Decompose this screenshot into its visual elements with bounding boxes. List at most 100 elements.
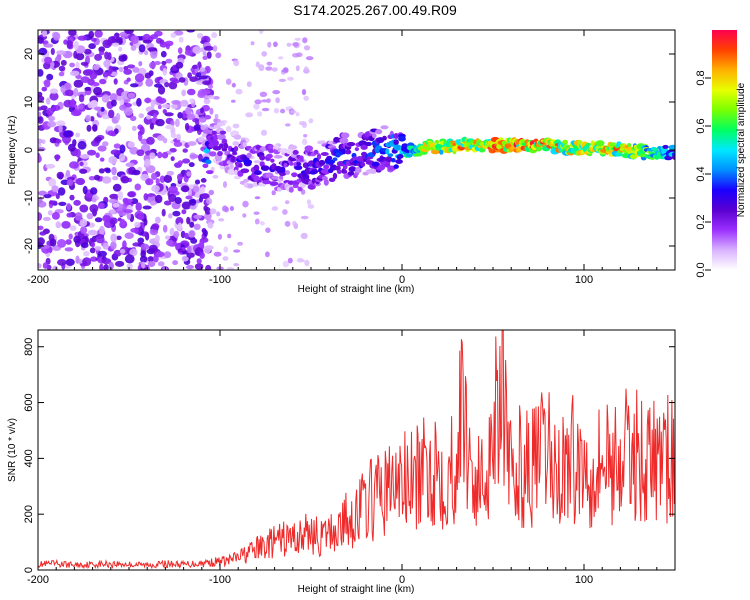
heatmap-ridge-cell [335,165,341,171]
heatmap-cell [42,216,51,222]
heatmap-cell [67,143,76,152]
heatmap-cell [94,217,103,223]
heatmap-ridge-cell [343,169,348,174]
heatmap-ridge-cell [242,141,247,148]
heatmap-cell [168,193,177,203]
heatmap-cell [151,172,158,180]
heatmap-cell [134,73,145,83]
heatmap-cell [199,240,205,249]
heatmap-cell [289,110,297,114]
heatmap-cell [65,258,75,266]
heatmap-cell [75,177,86,186]
heatmap-cell [149,152,156,160]
heatmap-cell [278,78,287,82]
heatmap-cell [139,126,145,135]
heatmap-cell [57,239,67,248]
heatmap-cell [194,179,201,185]
heatmap-cell [261,51,268,57]
snr-ytick-label: 600 [23,393,35,411]
heatmap-cell [203,45,214,51]
heatmap-cell [132,66,140,73]
heatmap-ridge-cell [283,163,288,168]
heatmap-cell [94,53,103,61]
colorbar-tick-label: 0.8 [695,70,707,85]
heatmap-ridge-cell [288,186,294,193]
heatmap-cell [66,179,74,187]
heatmap-cell [162,109,167,114]
heatmap-cell [147,256,154,263]
heatmap-cell [55,139,62,144]
heatmap-ridge-cell [259,155,266,161]
heatmap-cell [200,178,207,183]
heatmap-cell [82,257,92,266]
heatmap-cell [118,55,127,62]
heatmap-cell [38,263,42,269]
heatmap-cell [273,108,279,114]
heatmap-cell [166,239,174,246]
heatmap-ridge-cell [204,147,210,154]
heatmap-cell [97,250,107,257]
heatmap-cell [282,260,289,268]
heatmap-cell [126,263,133,270]
heatmap-cell [147,47,157,52]
heatmap-cell [45,163,56,169]
heatmap-cell [115,36,123,43]
heatmap-cell [77,104,84,110]
heatmap-cell [65,239,72,245]
heatmap-cell [218,218,225,222]
heatmap-cell [42,30,47,37]
heatmap-ridge-cell [227,168,236,173]
heatmap-cell [152,113,158,119]
heatmap-cell [189,76,198,82]
heatmap-cell [38,142,42,148]
heatmap-cell [98,46,105,53]
heatmap-cell [278,56,284,60]
heatmap-ridge-cell [279,175,284,180]
heatmap-cell [162,224,168,233]
heatmap-cell [189,221,195,228]
heatmap-cell [99,263,104,270]
heatmap-cell [57,187,66,196]
heatmap-cell [164,82,170,88]
heatmap-cell [138,113,144,119]
heatmap-cell [136,97,142,107]
heatmap-cell [130,35,139,45]
heatmap-ridge-cell [662,144,669,149]
heatmap-ridge-cell [271,176,280,180]
heatmap-cell [91,100,98,108]
heatmap-cell [75,148,81,158]
heatmap-cell [90,116,95,122]
heatmap-cell [265,66,273,71]
heatmap-cell [127,191,136,198]
heatmap-cell [185,107,192,115]
heatmap-cell [139,255,148,263]
heatmap-cell [112,175,119,181]
heatmap-cell [49,92,59,101]
heatmap-cell [110,71,118,77]
heatmap-cell [308,118,314,124]
heatmap-ridge-cell [323,164,330,170]
heatmap-cell [56,171,64,180]
heatmap-cell [63,83,70,90]
heatmap-cell [104,51,109,60]
heatmap-cell [130,228,140,233]
heatmap-ridge-cell [273,154,283,159]
heatmap-ridge-cell [562,139,568,145]
heatmap-cell [155,251,165,258]
heatmap-ridge-cell [291,172,297,178]
heatmap-cell [86,124,92,132]
heatmap-cell [232,123,240,129]
heatmap-ridge-cell [269,181,279,187]
heatmap-cell [285,123,291,127]
colorbar-gradient [712,30,737,270]
heatmap-cell [83,251,90,257]
heatmap-cell [88,43,96,50]
heatmap-cell [102,242,109,250]
heatmap-cell [73,40,79,50]
heatmap-cell [302,37,308,44]
heatmap-cell [199,251,205,259]
heatmap-cell [242,213,247,218]
heatmap-cell [158,97,167,104]
heatmap-cell [113,78,118,85]
heatmap-cell [215,52,222,59]
